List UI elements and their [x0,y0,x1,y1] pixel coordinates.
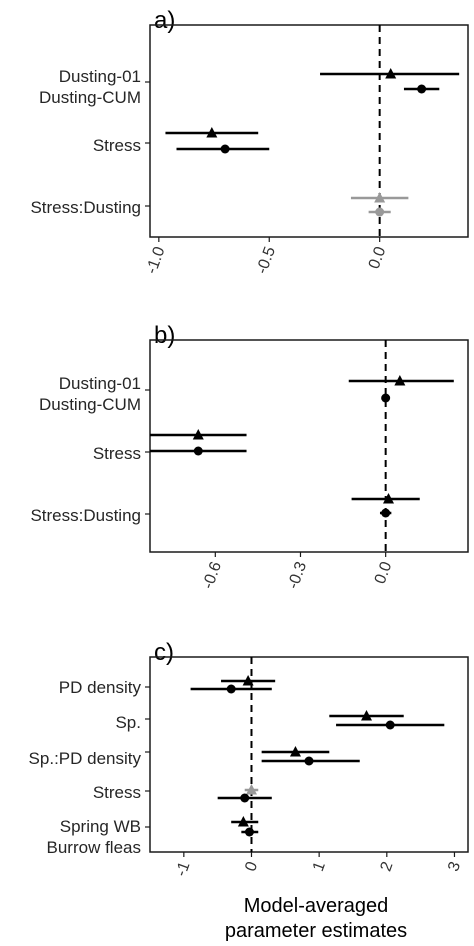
point-triangle [237,816,249,827]
point-circle [244,827,254,837]
point-triangle [385,68,397,79]
y-category-label: Spring WB [60,817,141,836]
plot-frame [149,656,469,853]
y-category-label: Stress:Dusting [30,506,141,525]
x-axis-title-line1: Model-averaged [244,895,389,917]
point-triangle [361,710,373,721]
y-category-label: Stress [93,136,141,155]
x-axis-title-line2: parameter estimates [225,920,407,942]
point-triangle [394,375,406,386]
x-tick-label: 0.0 [366,244,390,271]
y-category-label: Stress [93,444,141,463]
point-circle [375,207,385,217]
x-tick-label: 0.0 [372,559,396,586]
y-category-label: Dusting-01 [59,374,141,393]
point-circle [381,508,391,518]
x-tick-label: 1 [310,859,329,873]
y-category-label: PD density [59,678,142,697]
x-tick-label: -1.0 [143,244,168,276]
x-tick-label: 0 [242,859,261,873]
point-triangle [242,675,254,686]
panel-label: b) [154,322,175,349]
panel-label: c) [154,639,174,666]
y-category-label: Stress:Dusting [30,198,141,217]
x-tick-label: 2 [378,859,397,873]
point-triangle [206,127,218,138]
panel-b: b) Dusting-01 Dusting-CUM Stress Stress:Dust… [30,322,469,591]
point-circle [381,393,391,403]
point-circle [193,446,203,456]
point-circle [304,756,314,766]
panel-c: c) PD density Sp. Sp.:PD density Stress Sprin… [29,639,469,879]
panel-a: a) Dusting-01 Dusting-CUM Stress Stress:Dust… [30,7,469,276]
y-category-label: Dusting-01 [59,67,141,86]
plot-frame [149,339,469,553]
plot-frame [149,24,469,238]
panel-label: a) [154,7,175,34]
point-triangle [383,493,394,504]
x-tick-label: -0.6 [200,559,225,591]
y-category-label: Dusting-CUM [39,395,141,414]
point-circle [385,720,395,730]
x-tick-label: -1 [173,859,194,878]
point-circle [220,144,230,154]
y-category-label: Burrow fleas [47,838,141,857]
point-circle [240,793,250,803]
point-circle [417,84,427,94]
point-triangle [289,746,301,757]
point-triangle [374,192,386,203]
point-triangle [245,784,257,795]
y-category-label: Dusting-CUM [39,88,141,107]
x-tick-label: -0.3 [285,559,310,591]
point-circle [226,684,236,694]
x-tick-label: 3 [445,859,464,873]
y-category-label: Sp.:PD density [29,749,142,768]
y-category-label: Stress [93,783,141,802]
point-triangle [192,429,204,440]
x-tick-label: -0.5 [254,244,279,276]
y-category-label: Sp. [115,713,141,732]
